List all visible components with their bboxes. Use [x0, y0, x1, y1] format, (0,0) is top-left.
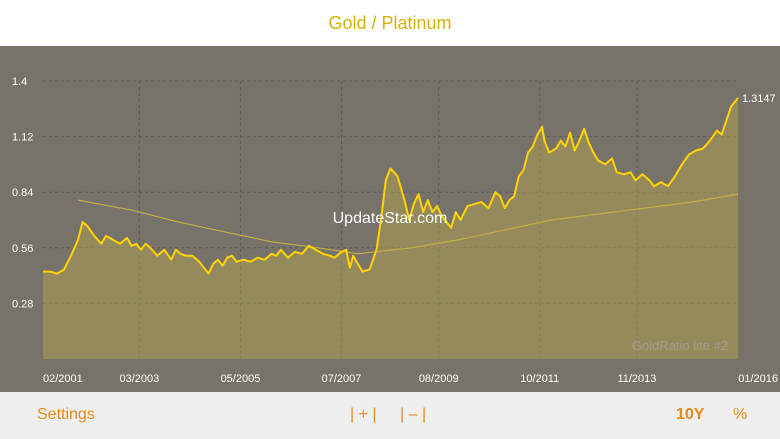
- range-button[interactable]: 10Y: [676, 406, 705, 423]
- x-tick-label: 01/2016: [738, 373, 778, 385]
- moving-average-line: [77, 193, 739, 255]
- bottom-toolbar: Settings | + | | – | 10Y %: [0, 392, 780, 439]
- last-value-label: 1.3147: [742, 93, 776, 105]
- ratio-line: [42, 97, 739, 275]
- y-tick-label: 0.84: [12, 187, 33, 199]
- ratio-area-fill: [43, 97, 738, 360]
- app-header: Gold / Platinum: [0, 0, 780, 46]
- y-tick-label: 1.12: [12, 132, 33, 144]
- x-tick-label: 11/2013: [617, 373, 656, 385]
- y-tick-label: 0.56: [12, 243, 33, 255]
- x-tick-label: 10/2011: [520, 373, 559, 385]
- settings-button[interactable]: Settings: [37, 406, 95, 423]
- ratio-chart[interactable]: 0.28 0.56 0.84 1.12 1.4 02/2001 03/2003 05/2005…: [0, 46, 780, 392]
- x-tick-label: 08/2009: [419, 373, 459, 385]
- page-title: Gold / Platinum: [328, 12, 452, 33]
- x-tick-label: 02/2001: [43, 373, 83, 385]
- x-tick-label: 05/2005: [221, 373, 261, 385]
- zoom-in-button[interactable]: | + |: [350, 406, 377, 423]
- y-tick-label: 0.28: [12, 298, 33, 310]
- x-tick-label: 03/2003: [120, 373, 160, 385]
- chart-brand-label: GoldRatio lite #2: [631, 338, 728, 353]
- x-tick-label: 07/2007: [322, 373, 362, 385]
- chart-canvas: 0.28 0.56 0.84 1.12 1.4 02/2001 03/2003 05/2005…: [12, 76, 778, 385]
- y-tick-label: 1.4: [12, 76, 27, 88]
- percent-button[interactable]: %: [733, 406, 748, 423]
- zoom-out-button[interactable]: | – |: [400, 406, 427, 423]
